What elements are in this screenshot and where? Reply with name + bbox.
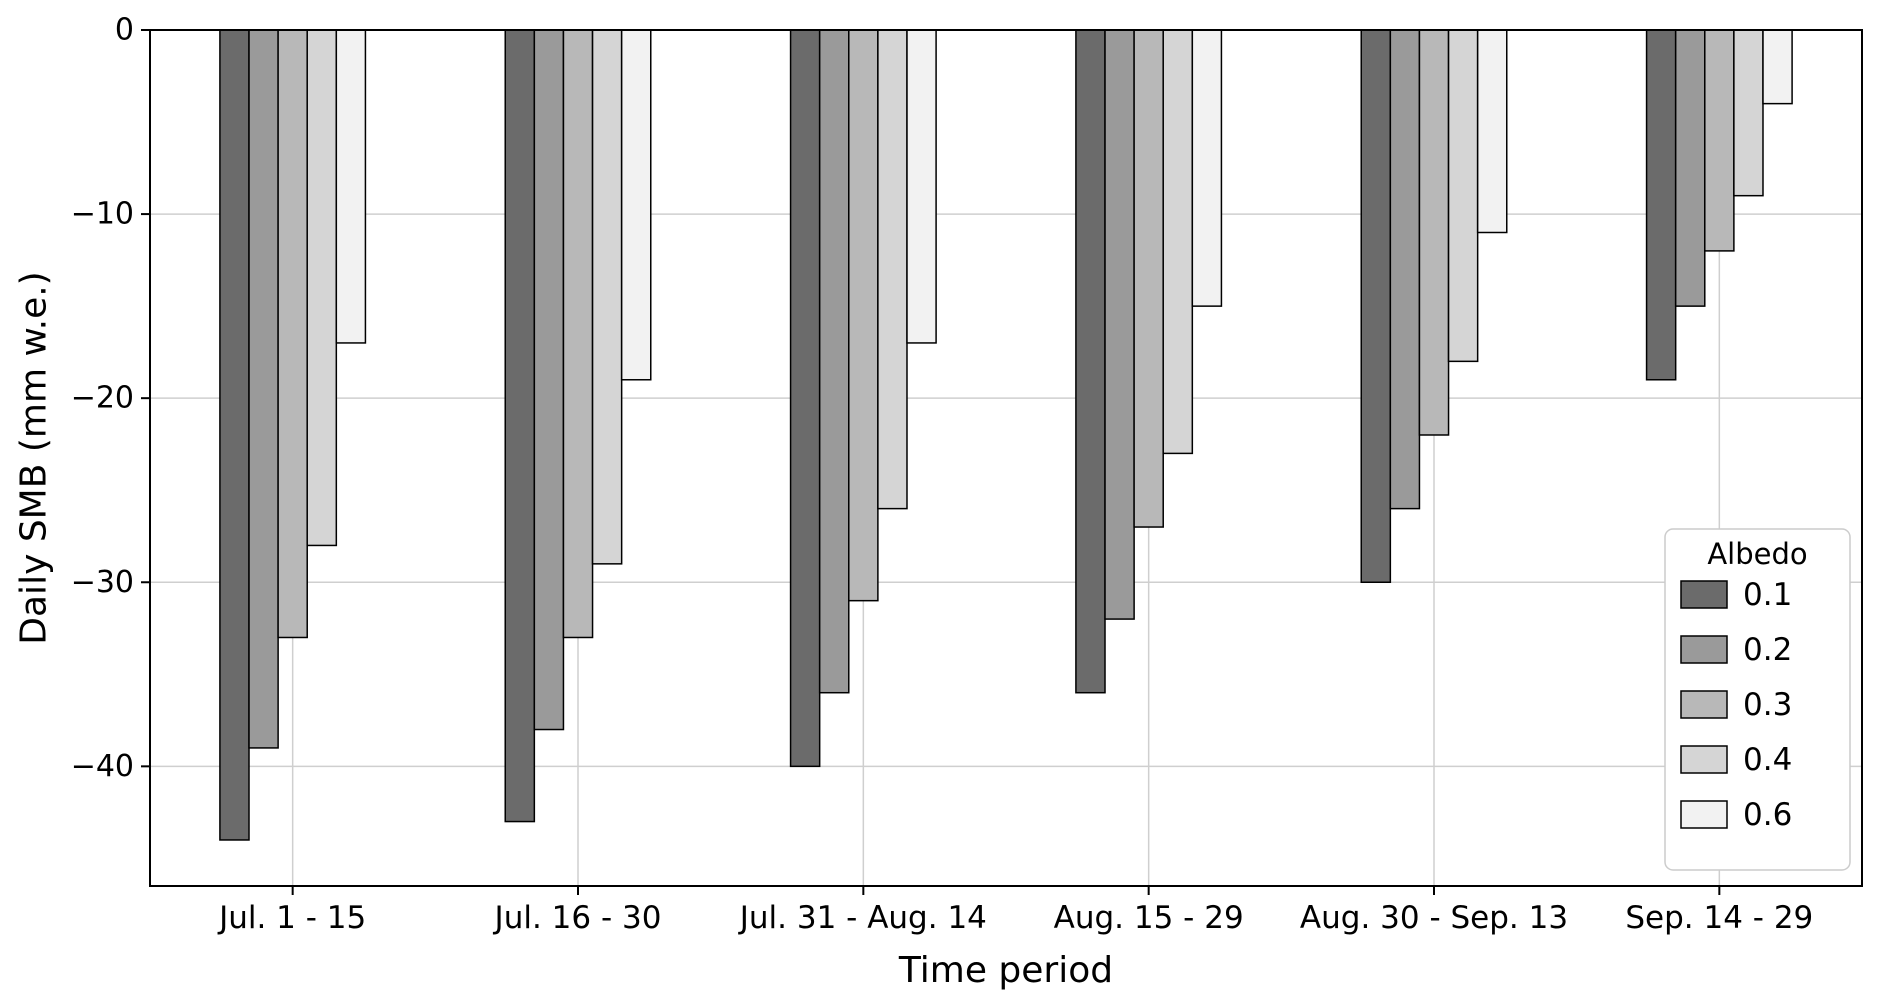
bar-albedo-0.2-period-2 [818, 29, 850, 694]
series-albedo-0.4 [306, 29, 1764, 565]
bar-albedo-0.1-period-2 [789, 29, 821, 768]
legend-box [1664, 528, 1851, 871]
plot-border [149, 29, 1863, 887]
bar-albedo-0.4-period-1 [591, 29, 623, 565]
bar-albedo-0.4-period-3 [1162, 29, 1194, 455]
bar-albedo-0.3-period-2 [848, 29, 879, 602]
bar-albedo-0.4-period-0 [306, 29, 338, 547]
y-tick-label: −40 [71, 749, 134, 784]
x-tick-label: Jul. 16 - 30 [493, 900, 662, 936]
axis-ticks: 0 −10 −20 −30 −40 Jul. 1 - 15 Jul. 16 - 30 Jul.… [71, 13, 1814, 937]
bar-albedo-0.4-period-4 [1447, 29, 1479, 363]
bar-albedo-0.4-period-5 [1733, 29, 1764, 197]
series-albedo-0.6 [335, 29, 1793, 381]
legend-swatch-0.6 [1680, 800, 1728, 829]
y-tick-label: −20 [71, 381, 134, 416]
bar-albedo-0.1-period-5 [1645, 29, 1677, 381]
x-tick-label: Aug. 30 - Sep. 13 [1300, 900, 1568, 936]
bar-albedo-0.6-period-4 [1476, 29, 1508, 234]
legend-label-0.1: 0.1 [1743, 577, 1792, 613]
legend-label-0.6: 0.6 [1743, 797, 1792, 833]
legend-swatch-0.1 [1680, 580, 1728, 609]
x-tick-label: Sep. 14 - 29 [1625, 900, 1813, 936]
legend-label-0.4: 0.4 [1743, 742, 1792, 778]
legend: Albedo 0.1 0.2 0.3 0.4 0.6 [1664, 528, 1851, 871]
y-tick-label: −10 [71, 197, 134, 232]
bar-albedo-0.1-period-1 [504, 29, 536, 823]
x-tick-label: Aug. 15 - 29 [1054, 900, 1244, 936]
legend-swatch-0.4 [1680, 745, 1728, 774]
x-axis-label: Time period [898, 950, 1114, 991]
y-tick-label: 0 [115, 13, 134, 48]
bar-albedo-0.1-period-4 [1360, 29, 1392, 584]
bar-albedo-0.1-period-3 [1075, 29, 1106, 694]
bar-albedo-0.2-period-4 [1389, 29, 1421, 510]
bar-albedo-0.3-period-4 [1418, 29, 1450, 436]
legend-swatch-0.3 [1680, 690, 1728, 719]
legend-swatch-0.2 [1680, 635, 1728, 664]
bar-albedo-0.2-period-0 [248, 29, 279, 749]
series-albedo-0.1 [219, 29, 1677, 841]
x-tick-label: Jul. 1 - 15 [217, 900, 366, 936]
bar-albedo-0.6-period-3 [1191, 29, 1223, 307]
bar-albedo-0.6-period-0 [335, 29, 367, 344]
bar-albedo-0.3-period-1 [562, 29, 594, 639]
bar-albedo-0.2-period-1 [533, 29, 565, 731]
bar-albedo-0.3-period-5 [1704, 29, 1735, 252]
bar-albedo-0.2-period-5 [1674, 29, 1706, 307]
y-tick-label: −30 [71, 565, 134, 600]
bar-albedo-0.4-period-2 [877, 29, 908, 510]
legend-label-0.2: 0.2 [1743, 632, 1792, 668]
bar-albedo-0.2-period-3 [1104, 29, 1135, 620]
bar-albedo-0.1-period-0 [219, 29, 250, 841]
series-albedo-0.3 [277, 29, 1735, 639]
series-albedo-0.2 [248, 29, 1706, 749]
y-axis-label: Daily SMB (mm w.e.) [13, 271, 55, 645]
bar-albedo-0.6-period-5 [1762, 29, 1793, 105]
legend-label-0.3: 0.3 [1743, 687, 1792, 723]
bar-albedo-0.6-period-1 [620, 29, 652, 381]
legend-title: Albedo [1707, 537, 1807, 571]
bar-albedo-0.3-period-0 [277, 29, 308, 639]
bar-albedo-0.3-period-3 [1133, 29, 1164, 528]
bar-albedo-0.6-period-2 [906, 29, 937, 344]
x-tick-label: Jul. 31 - Aug. 14 [738, 900, 987, 936]
